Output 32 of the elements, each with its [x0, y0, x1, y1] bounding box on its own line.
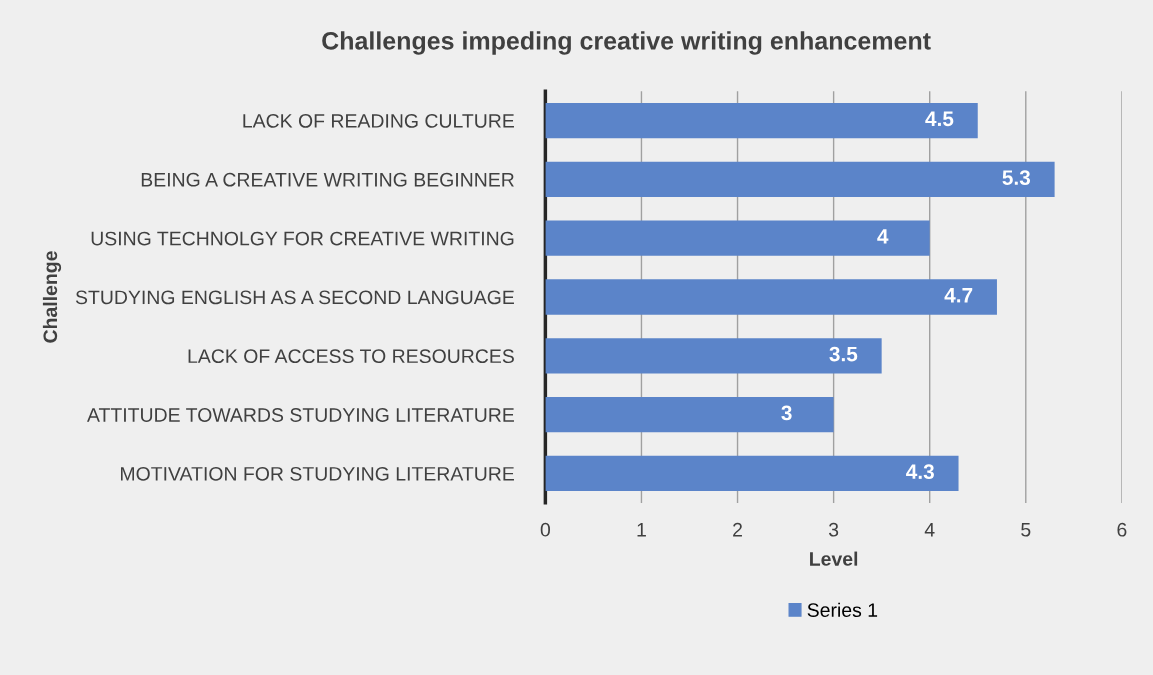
- x-tick-label: 0: [540, 522, 551, 537]
- data-label: 4.5: [925, 111, 954, 127]
- data-label: 3.5: [829, 346, 858, 362]
- y-tick-label: USING TECHNOLGY FOR CREATIVE WRITING: [91, 231, 514, 246]
- data-label: 4: [877, 229, 889, 244]
- bar: [545, 220, 930, 256]
- x-tick-label: 1: [637, 523, 646, 537]
- y-tick-label: BEING A CREATIVE WRITING BEGINNER: [141, 172, 514, 187]
- chart-title: Challenges impeding creative writing enhancement: [322, 31, 931, 55]
- x-tick-label: 3: [828, 522, 839, 537]
- x-tick-label: 2: [733, 522, 742, 537]
- x-axis-title: Level: [810, 551, 858, 566]
- data-label: 4.7: [944, 288, 973, 303]
- bar: [545, 279, 997, 315]
- bar: [545, 397, 834, 433]
- data-label: 5.3: [1002, 170, 1031, 185]
- bar: [545, 161, 1055, 197]
- data-label: 4.3: [906, 464, 934, 480]
- x-tick-label: 6: [1117, 522, 1127, 537]
- bar: [545, 338, 882, 374]
- data-label: 3: [781, 405, 792, 421]
- y-tick-label: STUDYING ENGLISH AS A SECOND LANGUAGE: [75, 290, 514, 305]
- y-tick-label: MOTIVATION FOR STUDYING LITERATURE: [121, 466, 514, 481]
- x-tick-label: 4: [924, 523, 935, 537]
- y-axis-title: Challenge: [42, 251, 62, 343]
- y-tick-label: ATTITUDE TOWARDS STUDYING LITERATURE: [87, 408, 514, 422]
- bar: [545, 102, 978, 139]
- bar: [545, 455, 959, 492]
- y-tick-label: LACK OF READING CULTURE: [243, 114, 514, 128]
- legend-label: Series 1: [807, 602, 878, 618]
- x-tick-label: 5: [1021, 523, 1031, 537]
- y-tick-label: LACK OF ACCESS TO RESOURCES: [188, 349, 514, 364]
